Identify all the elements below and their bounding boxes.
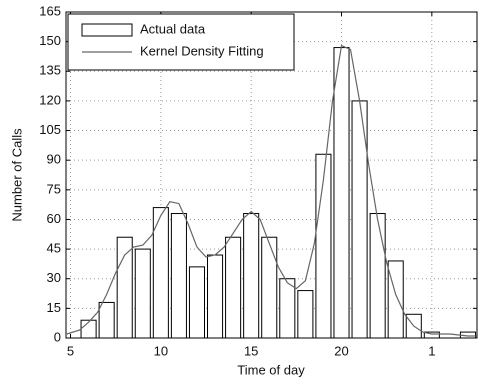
legend-bar-swatch (81, 23, 133, 37)
x-tick-label: 1 (428, 343, 435, 358)
bar (279, 278, 296, 339)
bar (188, 266, 206, 339)
y-tick-label: 30 (47, 270, 61, 285)
x-tick-label: 20 (334, 343, 348, 358)
x-tick-label: 15 (244, 343, 258, 358)
bar (134, 248, 151, 339)
y-tick-label: 165 (39, 3, 61, 18)
bar (387, 260, 404, 339)
y-tick-label: 135 (39, 63, 61, 78)
y-tick-label: 90 (47, 152, 61, 167)
bar (170, 213, 187, 339)
y-tick-label: 150 (39, 33, 61, 48)
x-tick-label: 5 (67, 343, 74, 358)
x-tick-label: 10 (154, 343, 168, 358)
bar (243, 213, 260, 339)
y-tick-label: 60 (47, 211, 61, 226)
y-tick-label: 75 (47, 181, 61, 196)
bar (207, 254, 224, 339)
bar (261, 236, 278, 339)
density-line (66, 44, 477, 337)
y-tick-label: 120 (39, 92, 61, 107)
y-tick-label: 0 (54, 329, 61, 344)
y-tick-label: 15 (47, 300, 61, 315)
bar (98, 301, 115, 339)
plot-frame (65, 11, 478, 339)
y-tick-label: 105 (39, 122, 61, 137)
bar (297, 290, 314, 339)
y-tick-label: 45 (47, 241, 61, 256)
bar (369, 213, 386, 339)
bar (333, 47, 350, 339)
y-axis-label: Number of Calls (9, 128, 24, 222)
legend-label: Kernel Density Fitting (140, 43, 264, 58)
x-axis-label: Time of day (237, 362, 305, 377)
legend-box (67, 13, 295, 71)
bar (116, 236, 133, 339)
legend-label: Actual data (140, 21, 206, 36)
bar (225, 236, 242, 339)
